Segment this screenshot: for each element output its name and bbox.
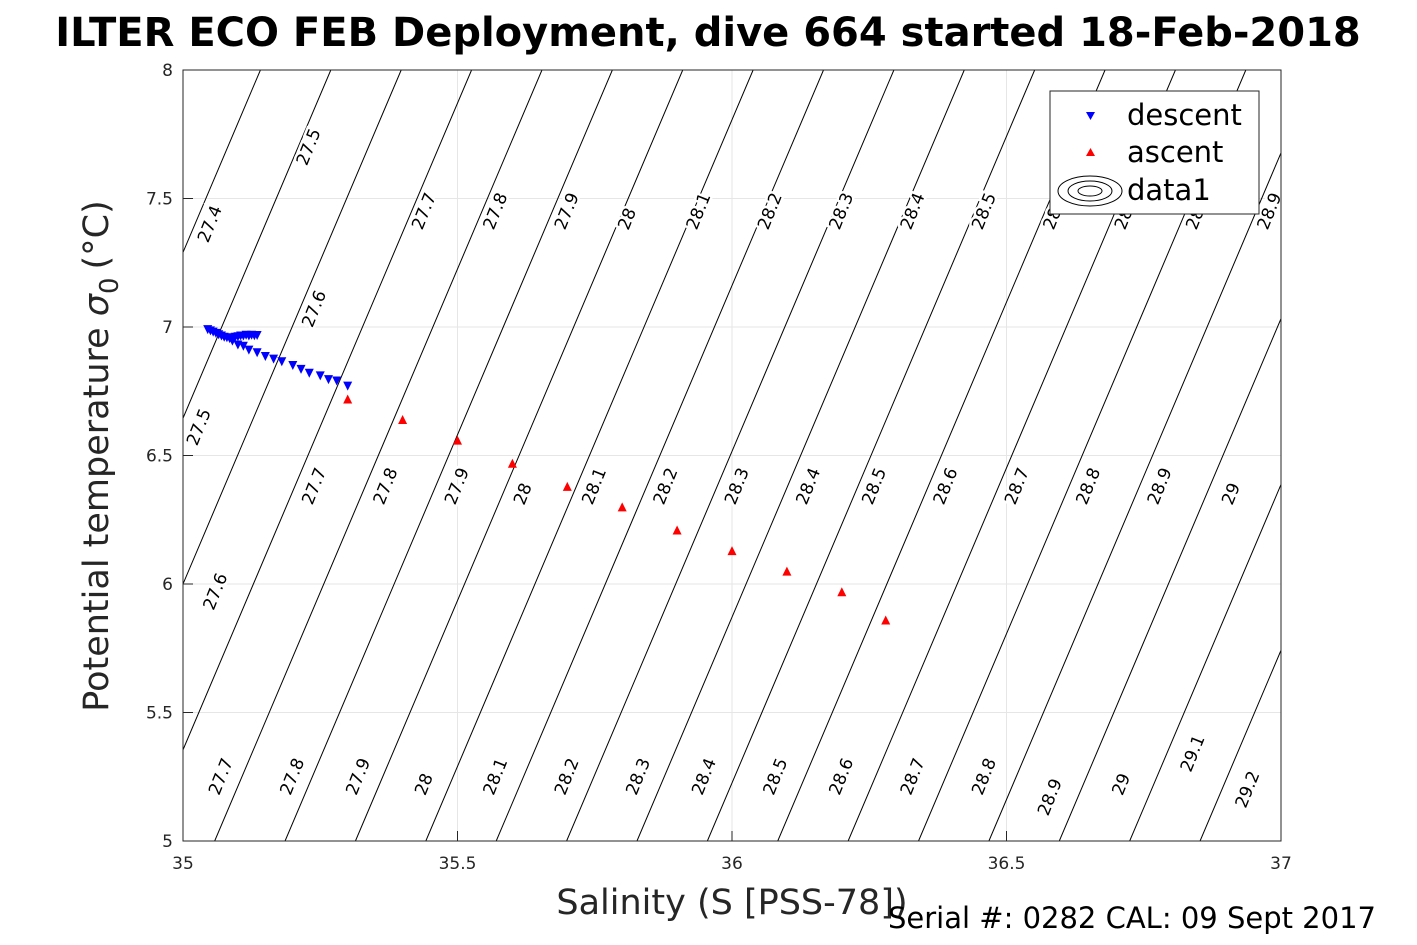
ascent-point bbox=[453, 435, 462, 445]
y-axis-label-space bbox=[77, 316, 117, 327]
ascent-point bbox=[562, 481, 572, 491]
descent-point bbox=[269, 354, 279, 364]
descent-point bbox=[315, 371, 325, 381]
isopycnal-line bbox=[988, 151, 1281, 841]
ascent-point bbox=[507, 458, 517, 468]
y-tick-label: 7.5 bbox=[146, 190, 173, 210]
y-tick-label: 6 bbox=[162, 575, 173, 595]
ascent-point bbox=[727, 546, 737, 556]
isopycnal-line bbox=[1129, 483, 1281, 841]
descent-point bbox=[296, 364, 306, 374]
isopycnal-line bbox=[495, 70, 824, 841]
y-tick-label: 5.5 bbox=[146, 704, 173, 724]
descent-point bbox=[244, 345, 254, 355]
legend: descent ascent data1 bbox=[1049, 90, 1260, 215]
ascent-point bbox=[343, 394, 353, 404]
isopycnal-line bbox=[284, 70, 613, 841]
legend-ascent-marker bbox=[1086, 148, 1095, 156]
legend-box bbox=[1049, 90, 1260, 215]
y-axis-label-subscript: 0 bbox=[95, 277, 125, 294]
legend-descent-label: descent bbox=[1127, 98, 1242, 132]
y-axis-label: Potential temperature σ0 (°C) bbox=[77, 200, 125, 712]
ascent-point bbox=[617, 502, 627, 512]
x-tick-label: 36.5 bbox=[988, 854, 1026, 874]
y-tick-label: 5 bbox=[162, 832, 173, 852]
ascent-point bbox=[672, 525, 682, 535]
isopycnal-line bbox=[706, 70, 1036, 841]
isopycnal-line bbox=[425, 70, 754, 841]
legend-descent-marker bbox=[1086, 112, 1095, 120]
isopycnal-line bbox=[566, 70, 895, 841]
descent-point bbox=[260, 352, 270, 362]
y-axis-label-text: Potential temperature bbox=[77, 327, 117, 711]
data-points bbox=[203, 325, 891, 625]
legend-data1-label: data1 bbox=[1127, 173, 1211, 207]
isopycnal-line bbox=[354, 70, 684, 841]
descent-point bbox=[288, 361, 298, 371]
x-tick-label: 35.5 bbox=[439, 854, 477, 874]
axis-ticks: 35 35.5 36 36.5 37 5 5.5 6 6.5 7 7.5 8 bbox=[146, 61, 1292, 874]
y-tick-label: 6.5 bbox=[146, 447, 173, 467]
descent-point bbox=[238, 341, 248, 351]
isopycnal-line bbox=[636, 70, 965, 841]
descent-point bbox=[252, 330, 262, 340]
isopycnal-line bbox=[183, 70, 402, 586]
ascent-point bbox=[881, 615, 891, 625]
y-tick-label: 8 bbox=[162, 61, 173, 81]
x-tick-label: 35 bbox=[172, 854, 194, 874]
descent-point bbox=[332, 376, 342, 386]
ascent-point bbox=[782, 566, 792, 576]
descent-point bbox=[227, 336, 237, 346]
descent-point bbox=[323, 375, 333, 385]
x-tick-label: 37 bbox=[1270, 854, 1292, 874]
ascent-point bbox=[837, 587, 847, 597]
isopycnal-line bbox=[183, 70, 261, 254]
legend-data1-contour-icon bbox=[1057, 175, 1123, 207]
isopycnal-line bbox=[1058, 317, 1281, 841]
serial-calibration-note: Serial #: 0282 CAL: 09 Sept 2017 bbox=[888, 901, 1376, 935]
x-axis-label: Salinity (S [PSS-78]) bbox=[556, 883, 907, 923]
x-tick-label: 36 bbox=[721, 854, 743, 874]
legend-ascent-label: ascent bbox=[1127, 135, 1223, 169]
descent-point bbox=[252, 348, 262, 358]
chart-title: ILTER ECO FEB Deployment, dive 664 start… bbox=[55, 10, 1361, 56]
isopycnal-line bbox=[183, 70, 473, 752]
descent-point bbox=[277, 357, 287, 367]
isopycnal-line bbox=[214, 70, 543, 841]
descent-point bbox=[343, 381, 353, 391]
y-tick-label: 7 bbox=[162, 318, 173, 338]
isopycnal-line bbox=[183, 70, 332, 420]
ascent-point bbox=[398, 415, 408, 425]
isopycnal-line bbox=[1199, 649, 1281, 841]
y-axis-label-symbol: σ bbox=[77, 292, 117, 316]
descent-point bbox=[304, 368, 314, 378]
y-axis-label-unit: (°C) bbox=[77, 200, 117, 269]
